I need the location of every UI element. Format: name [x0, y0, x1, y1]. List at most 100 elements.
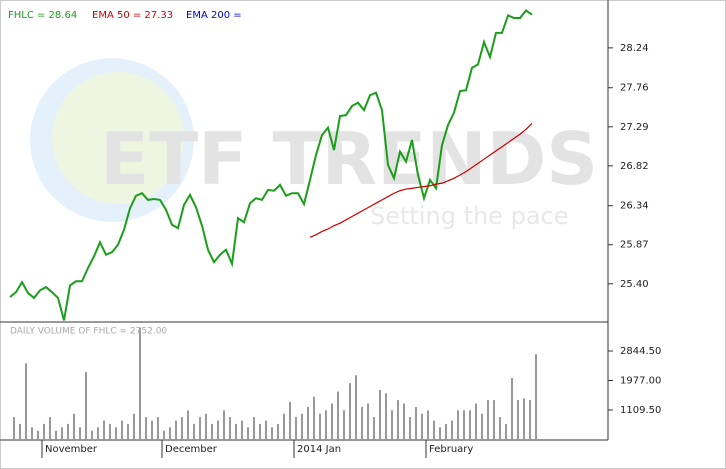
y-tick-label: 27.76 — [620, 83, 649, 94]
volume-bar — [499, 417, 501, 440]
volume-bar — [145, 417, 147, 440]
volume-bar — [97, 427, 99, 440]
y-tick-label: 25.40 — [620, 279, 649, 290]
volume-bar — [529, 400, 531, 440]
volume-bar — [223, 410, 225, 440]
volume-bar — [469, 410, 471, 440]
volume-bar — [331, 403, 333, 440]
y-tick-label: 28.24 — [620, 43, 649, 54]
volume-bar — [337, 391, 339, 440]
volume-bar — [463, 410, 465, 440]
volume-bar — [25, 363, 27, 440]
volume-bar — [397, 400, 399, 440]
volume-bar — [229, 417, 231, 440]
volume-bar — [505, 423, 507, 440]
volume-bar — [493, 400, 495, 440]
volume-bar — [271, 427, 273, 440]
volume-bar — [349, 383, 351, 440]
volume-bar — [391, 410, 393, 440]
logo-core — [52, 72, 184, 204]
volume-bar — [511, 378, 513, 440]
volume-bar — [457, 410, 459, 440]
volume-bar — [433, 420, 435, 440]
volume-bar — [367, 403, 369, 440]
volume-bar — [211, 423, 213, 440]
volume-bar — [199, 417, 201, 440]
volume-bar — [169, 427, 171, 440]
volume-bar — [289, 401, 291, 440]
volume-bar — [121, 420, 123, 440]
volume-bar — [31, 427, 33, 440]
volume-bar — [379, 389, 381, 440]
volume-bar — [109, 423, 111, 440]
y-tick-label: 1109.50 — [620, 405, 661, 416]
volume-bar — [127, 423, 129, 440]
volume-bar — [325, 410, 327, 440]
x-tick-label: February — [429, 444, 473, 455]
y-tick-label: 26.34 — [620, 201, 649, 212]
volume-bar — [265, 420, 267, 440]
volume-bar — [295, 417, 297, 440]
x-tick-label: November — [45, 444, 98, 455]
x-tick-label: 2014 Jan — [297, 444, 341, 455]
volume-bar — [361, 406, 363, 440]
volume-bar — [247, 427, 249, 440]
volume-bar — [205, 413, 207, 440]
legend-entry: EMA 200 = — [186, 10, 242, 21]
volume-bar — [115, 427, 117, 440]
volume-bar — [259, 423, 261, 440]
volume-bar — [67, 423, 69, 440]
volume-bar — [13, 417, 15, 440]
volume-bar — [61, 427, 63, 440]
volume-bar — [523, 398, 525, 440]
volume-bar — [19, 423, 21, 440]
volume-bar — [157, 417, 159, 440]
volume-bar — [37, 430, 39, 440]
y-tick-label: 26.82 — [620, 161, 649, 172]
volume-bar — [73, 413, 75, 440]
volume-bar — [421, 413, 423, 440]
volume-bar — [241, 420, 243, 440]
watermark-title: ETF TRENDS — [100, 117, 598, 201]
volume-bar — [427, 410, 429, 440]
volume-bar — [475, 403, 477, 440]
y-tick-label: 2844.50 — [620, 346, 661, 357]
volume-bar — [85, 371, 87, 440]
volume-bar — [355, 375, 357, 440]
volume-bar — [181, 417, 183, 440]
y-tick-label: 25.87 — [620, 240, 649, 251]
volume-bar — [139, 328, 141, 440]
volume-bar — [175, 420, 177, 440]
volume-bar — [217, 420, 219, 440]
price-line — [9, 9, 533, 321]
volume-bar — [439, 427, 441, 440]
volume-bar — [43, 423, 45, 440]
volume-bar — [487, 400, 489, 440]
volume-bar — [403, 403, 405, 440]
watermark-subtitle: Setting the pace — [370, 202, 568, 230]
volume-bar — [235, 423, 237, 440]
volume-bar — [409, 417, 411, 440]
volume-bar — [313, 396, 315, 440]
volume-bar — [415, 406, 417, 440]
volume-bar — [91, 430, 93, 440]
volume-bar — [301, 413, 303, 440]
volume-bar — [445, 423, 447, 440]
volume-bar — [373, 417, 375, 440]
volume-bar — [451, 420, 453, 440]
volume-bar — [517, 400, 519, 440]
volume-bar — [253, 417, 255, 440]
volume-bar — [283, 413, 285, 440]
volume-bar — [481, 413, 483, 440]
legend-entry: FHLC = 28.64 — [8, 10, 77, 21]
volume-bar — [133, 413, 135, 440]
volume-bar — [55, 430, 57, 440]
volume-bar — [103, 420, 105, 440]
volume-bar — [343, 410, 345, 440]
volume-bar — [535, 354, 537, 440]
volume-bar — [79, 427, 81, 440]
y-tick-label: 1977.00 — [620, 375, 661, 386]
legend-entry: EMA 50 = 27.33 — [92, 10, 173, 21]
panel-title: DAILY VOLUME OF FHLC = 2752.00 — [10, 327, 167, 337]
